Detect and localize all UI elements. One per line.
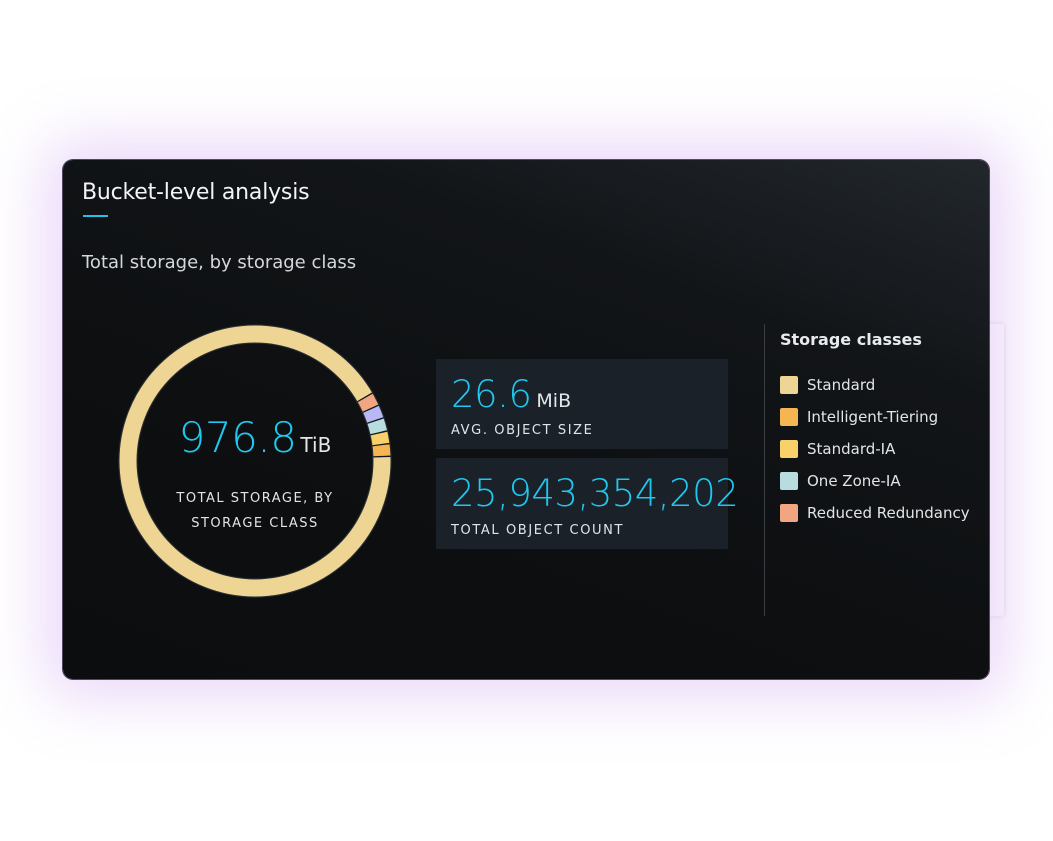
- avg-object-size: 26.6 MiB: [451, 373, 571, 416]
- donut-label-line-2: STORAGE CLASS: [191, 516, 319, 531]
- legend-label: Standard: [807, 376, 876, 394]
- donut-center: 976.8 TiB TOTAL STORAGE, BY STORAGE CLASS: [117, 323, 393, 599]
- legend-swatch: [780, 440, 798, 458]
- storage-donut-chart: [118, 324, 392, 598]
- storage-class-legend: Storage classes Standard Intelligent-Tie…: [780, 330, 970, 529]
- donut-slice-glacier[interactable]: [362, 405, 384, 423]
- card-title: Bucket-level analysis: [82, 180, 310, 205]
- legend-item-intelligent-tiering[interactable]: Intelligent-Tiering: [780, 401, 970, 433]
- donut-total-value: 976.8: [178, 413, 297, 462]
- avg-object-size-label: AVG. OBJECT SIZE: [451, 423, 594, 438]
- legend-swatch: [780, 408, 798, 426]
- avg-object-size-unit: MiB: [536, 390, 572, 412]
- legend-label: One Zone-IA: [807, 472, 901, 490]
- donut-label-line-1: TOTAL STORAGE, BY: [176, 491, 334, 506]
- legend-label: Reduced Redundancy: [807, 504, 970, 522]
- donut-total-unit: TiB: [300, 433, 332, 457]
- legend-title: Storage classes: [780, 330, 922, 349]
- donut-outer-edge: [118, 324, 392, 598]
- donut-slice-intelligent-tiering[interactable]: [372, 444, 391, 457]
- donut-slice-reduced-redundancy[interactable]: [357, 393, 379, 412]
- legend-item-standard-ia[interactable]: Standard-IA: [780, 433, 970, 465]
- legend-divider: [764, 324, 765, 616]
- legend-label: Intelligent-Tiering: [807, 408, 939, 426]
- donut-slice-standard-ia[interactable]: [370, 431, 390, 446]
- avg-object-size-card: 26.6 MiB AVG. OBJECT SIZE: [436, 359, 728, 449]
- legend-label: Standard-IA: [807, 440, 896, 458]
- legend-swatch: [780, 504, 798, 522]
- legend-item-reduced-redundancy[interactable]: Reduced Redundancy: [780, 497, 970, 529]
- legend-item-standard[interactable]: Standard: [780, 369, 970, 401]
- title-underline: [83, 215, 108, 217]
- total-object-count-card: 25,943,354,202 TOTAL OBJECT COUNT: [436, 458, 739, 549]
- donut-slice-one-zone-ia[interactable]: [367, 418, 388, 435]
- donut-label: TOTAL STORAGE, BY STORAGE CLASS: [165, 486, 345, 536]
- total-object-count-value: 25,943,354,202: [451, 472, 739, 515]
- total-object-count: 25,943,354,202: [451, 472, 739, 515]
- legend-swatch: [780, 376, 798, 394]
- donut-total: 976.8 TiB: [117, 413, 393, 462]
- avg-object-size-value: 26.6: [451, 373, 532, 416]
- donut-inner-edge: [136, 342, 374, 580]
- bucket-analysis-card: Bucket-level analysis Total storage, by …: [63, 160, 989, 679]
- legend-swatch: [780, 472, 798, 490]
- legend-item-one-zone-ia[interactable]: One Zone-IA: [780, 465, 970, 497]
- section-subtitle: Total storage, by storage class: [82, 252, 357, 273]
- total-object-count-label: TOTAL OBJECT COUNT: [451, 523, 625, 538]
